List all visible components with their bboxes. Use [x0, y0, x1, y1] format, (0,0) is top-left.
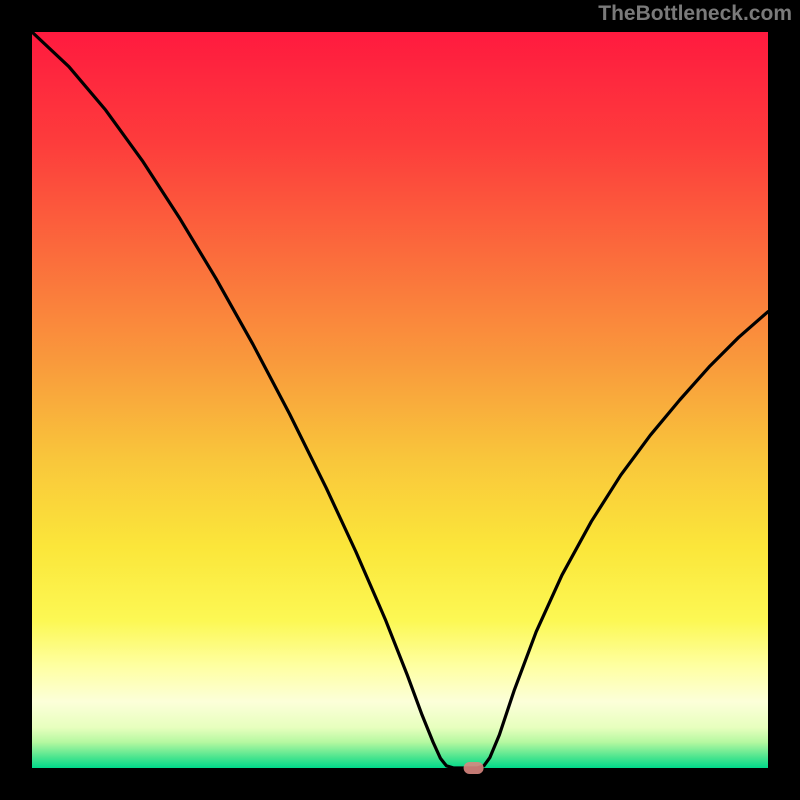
watermark-text: TheBottleneck.com: [598, 2, 792, 26]
chart-container: TheBottleneck.com: [0, 0, 800, 800]
bottleneck-chart: [0, 0, 800, 800]
optimum-marker: [464, 762, 484, 774]
